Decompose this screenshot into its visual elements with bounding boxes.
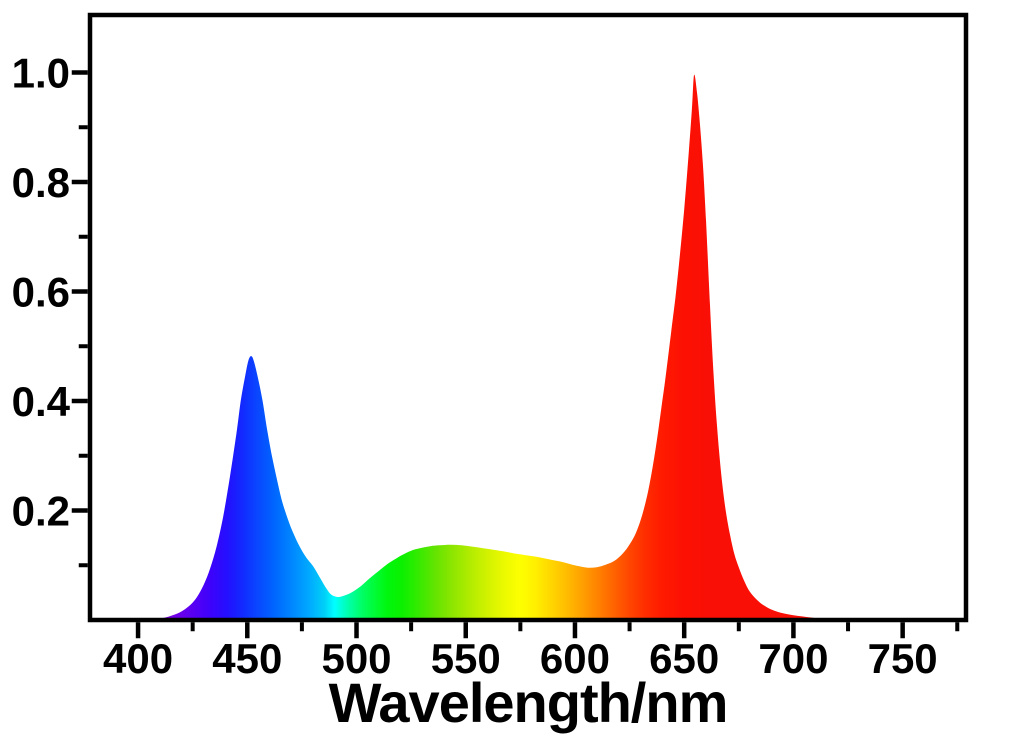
y-axis-tick-label: 0.8 (12, 159, 70, 206)
y-axis-tick-label: 1.0 (12, 49, 70, 96)
x-axis-tick-label: 550 (431, 635, 501, 682)
y-axis-tick-label: 0.4 (12, 378, 71, 425)
y-axis-tick-label: 0.6 (12, 268, 70, 315)
y-axis-tick-label: 0.2 (12, 487, 70, 534)
x-axis-tick-label: 600 (540, 635, 610, 682)
x-axis-tick-label: 450 (212, 635, 282, 682)
spectrum-area (155, 74, 833, 620)
y-axis-ticks (71, 70, 88, 568)
x-axis-ticks (135, 622, 960, 639)
x-axis-tick-label: 750 (868, 635, 938, 682)
x-axis-tick-label: 400 (103, 635, 173, 682)
plot-frame (87, 12, 969, 623)
x-axis-title: Wavelength/nm (329, 671, 728, 734)
x-axis-tick-label: 650 (649, 635, 719, 682)
x-axis-tick-label: 500 (321, 635, 391, 682)
x-axis-tick-label: 700 (758, 635, 828, 682)
